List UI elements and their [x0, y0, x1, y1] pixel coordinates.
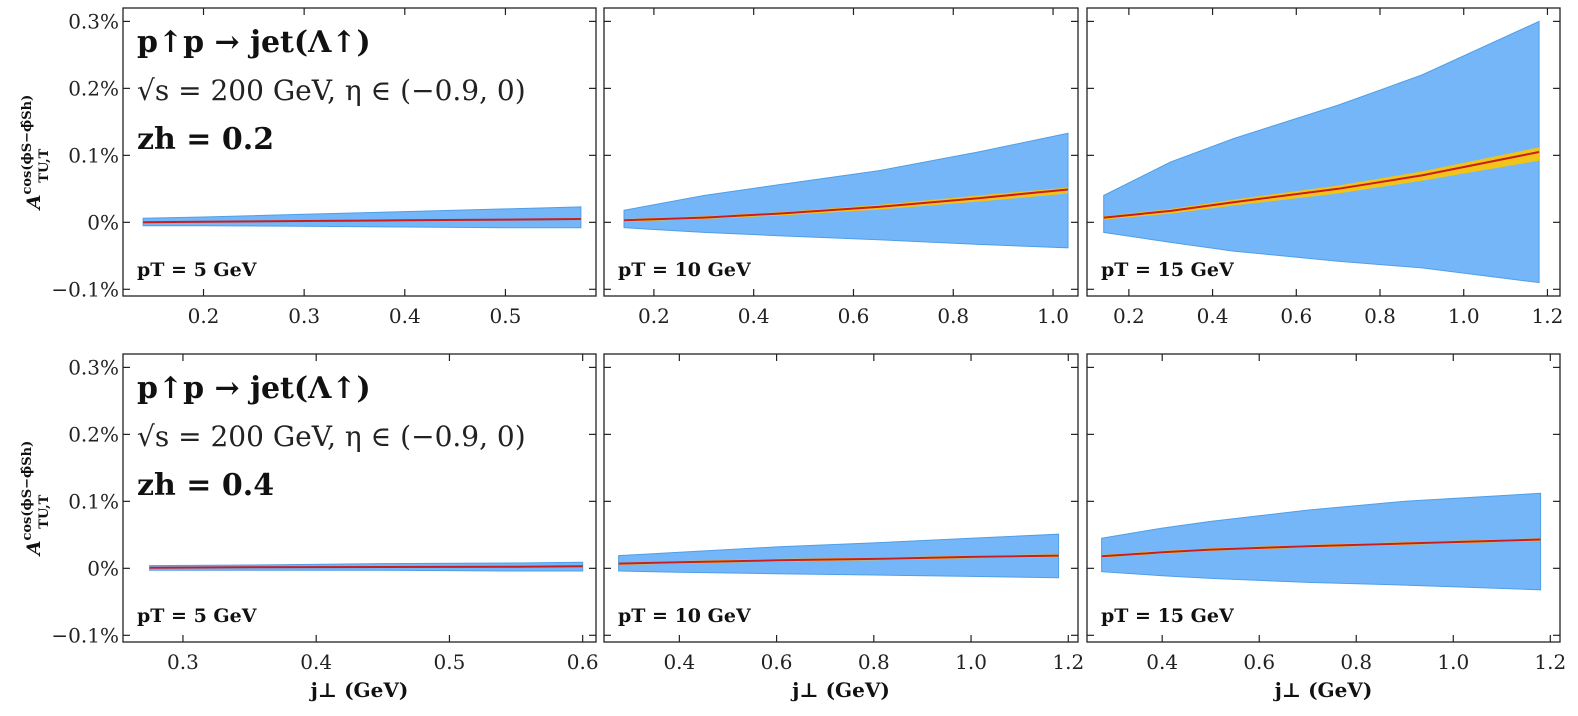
panel-1-0: 0.3% 0.2% 0.1% 0% −0.1% 0.3 0.4 0.5 0.6 pT = 5 Ge…: [51, 353, 599, 702]
y-axis-label-subscript: TU,T: [37, 494, 52, 528]
x-tick-label: 0.6: [1243, 650, 1275, 674]
x-tick-label: 0.2: [188, 304, 220, 328]
x-tick-label: 0.4: [738, 304, 770, 328]
x-tick-label: 0.8: [858, 650, 890, 674]
y-tick-label: 0.3%: [68, 355, 119, 379]
x-axis-label: j⊥ (GeV): [790, 678, 890, 702]
zh-label: zh = 0.4: [137, 468, 274, 503]
central-curve: [623, 188, 1069, 222]
y-tick-label: 0%: [87, 210, 119, 234]
panel-pt-label: pT = 10 GeV: [618, 605, 752, 627]
x-axis-label: j⊥ (GeV): [309, 678, 409, 702]
x-tick-label: 1.2: [1052, 650, 1084, 674]
x-tick-label: 0.6: [567, 650, 599, 674]
panel-frame: [122, 7, 597, 297]
panel-1-2: 0.4 0.6 0.8 1.0 1.2 pT = 15 GeV j⊥ (GeV): [1086, 353, 1566, 702]
y-tick-label: −0.1%: [51, 623, 119, 647]
x-tick-label: 1.0: [1448, 304, 1480, 328]
x-tick-label: 0.5: [434, 650, 466, 674]
central-curve: [618, 554, 1059, 565]
y-axis-label-superscript: cos(ϕS−ϕ̂Sh): [20, 441, 35, 541]
y-axis-label-main: A: [23, 195, 45, 212]
plot-area: [149, 561, 584, 572]
panel-pt-label: pT = 15 GeV: [1101, 605, 1235, 627]
x-tick-label: 1.0: [1437, 650, 1469, 674]
panel-0-0: 0.3% 0.2% 0.1% 0% −0.1% 0.2 0.3 0.4 0.5 pT = 5 Ge…: [51, 7, 597, 328]
x-tick-label: 0.2: [638, 304, 670, 328]
x-tick-label: 0.6: [1280, 304, 1312, 328]
panel-frame: [122, 353, 597, 643]
x-tick-label: 0.3: [288, 304, 320, 328]
uncertainty-band-outer: [1101, 492, 1542, 591]
x-tick-label: 1.0: [955, 650, 987, 674]
panel-0-1: 0.2 0.4 0.6 0.8 1.0 pT = 10 GeV: [603, 7, 1079, 328]
y-axis-label-main: A: [23, 541, 45, 558]
y-tick-label: 0.3%: [68, 9, 119, 33]
y-axis-label: Acos(ϕS−ϕ̂Sh) TU,T: [20, 441, 52, 558]
y-tick-label: 0.1%: [68, 489, 119, 513]
x-tick-label: 0.8: [1364, 304, 1396, 328]
x-tick-label: 0.4: [1197, 304, 1229, 328]
x-tick-label: 1.2: [1532, 304, 1564, 328]
uncertainty-band-outer: [618, 533, 1060, 579]
panel-0-2: 0.2 0.4 0.6 0.8 1.0 1.2 pT = 15 GeV: [1086, 7, 1564, 328]
y-axis-label: Acos(ϕS−ϕ̂Sh) TU,T: [20, 95, 52, 212]
y-axis-label-subscript: TU,T: [37, 148, 52, 182]
y-tick-label: 0.1%: [68, 143, 119, 167]
plot-area: [1103, 20, 1540, 284]
panel-pt-label: pT = 10 GeV: [618, 259, 752, 281]
plot-area: [1101, 492, 1542, 591]
zh-label: zh = 0.2: [137, 122, 274, 157]
x-tick-label: 1.0: [1037, 304, 1069, 328]
uncertainty-band-outer: [623, 132, 1069, 249]
x-tick-label: 0.8: [937, 304, 969, 328]
x-tick-label: 1.2: [1534, 650, 1566, 674]
panel-pt-label: pT = 15 GeV: [1101, 259, 1235, 281]
process-title: p↑p → jet(Λ↑): [137, 25, 371, 60]
panel-1-1: 0.4 0.6 0.8 1.0 1.2 pT = 10 GeV j⊥ (GeV): [603, 353, 1084, 702]
central-curve: [149, 565, 583, 569]
plot-area: [623, 132, 1069, 249]
y-tick-label: −0.1%: [51, 277, 119, 301]
central-curve: [1103, 151, 1540, 219]
x-tick-label: 0.4: [1146, 650, 1178, 674]
y-tick-label: 0.2%: [68, 76, 119, 100]
x-tick-label: 0.4: [663, 650, 695, 674]
x-tick-label: 0.2: [1113, 304, 1145, 328]
uncertainty-band-outer: [142, 206, 582, 229]
x-tick-label: 0.4: [389, 304, 421, 328]
panel-frame: [1086, 353, 1561, 643]
x-tick-label: 0.6: [761, 650, 793, 674]
y-tick-label: 0%: [87, 556, 119, 580]
panel-pt-label: pT = 5 GeV: [137, 259, 258, 281]
panel-frame: [1086, 7, 1561, 297]
y-axis-label-superscript: cos(ϕS−ϕ̂Sh): [20, 95, 35, 195]
panel-frame: [603, 7, 1079, 297]
uncertainty-band-outer: [1103, 20, 1540, 284]
x-tick-label: 0.5: [490, 304, 522, 328]
plot-area: [618, 533, 1060, 579]
x-tick-label: 0.4: [300, 650, 332, 674]
central-curve: [143, 218, 581, 224]
kinematics-subtitle: √s = 200 GeV, η ∈ (−0.9, 0): [137, 420, 526, 453]
x-tick-label: 0.3: [167, 650, 199, 674]
panel-pt-label: pT = 5 GeV: [137, 605, 258, 627]
panel-frame: [603, 353, 1079, 643]
process-title: p↑p → jet(Λ↑): [137, 371, 371, 406]
x-tick-label: 0.6: [838, 304, 870, 328]
x-axis-label: j⊥ (GeV): [1273, 678, 1373, 702]
central-curve: [1101, 538, 1541, 558]
y-tick-label: 0.2%: [68, 422, 119, 446]
plot-area: [142, 206, 582, 229]
x-tick-label: 0.8: [1340, 650, 1372, 674]
kinematics-subtitle: √s = 200 GeV, η ∈ (−0.9, 0): [137, 74, 526, 107]
